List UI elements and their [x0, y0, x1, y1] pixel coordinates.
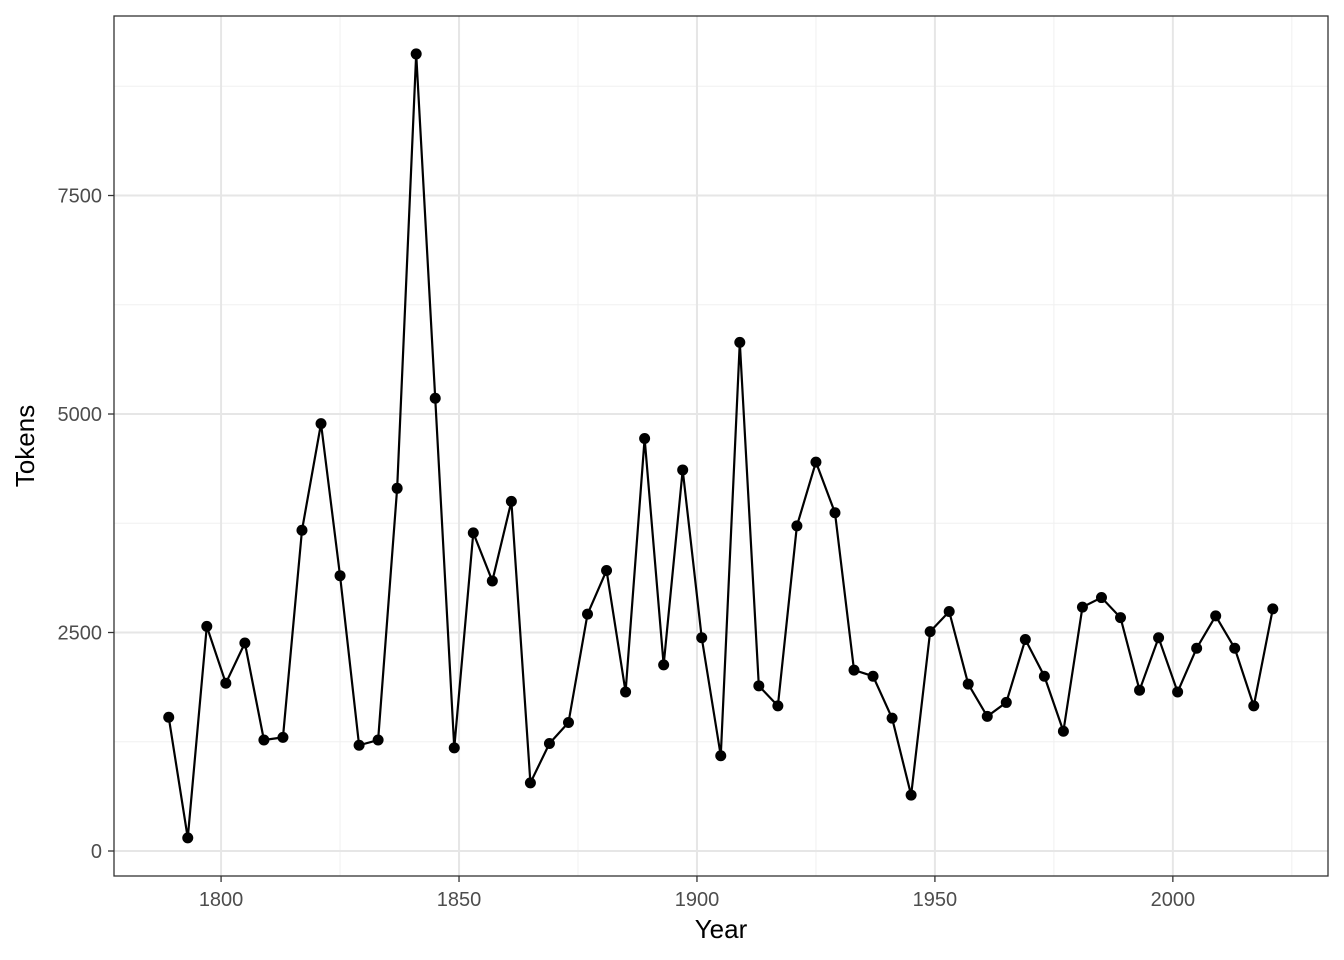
point — [829, 507, 841, 519]
y-tick-label: 7500 — [58, 186, 103, 208]
x-tick-label: 2000 — [1151, 889, 1196, 911]
point — [1076, 601, 1088, 613]
point — [220, 677, 232, 689]
point — [981, 710, 993, 722]
point — [429, 392, 441, 404]
point — [486, 575, 498, 587]
point — [1267, 603, 1279, 615]
point — [810, 456, 822, 468]
point — [1019, 634, 1031, 645]
point — [258, 734, 270, 746]
point — [867, 670, 879, 682]
point — [372, 734, 384, 746]
point — [1248, 700, 1260, 712]
x-tick-label: 1950 — [913, 889, 958, 911]
point — [1057, 725, 1069, 737]
x-tick-label: 1900 — [675, 889, 720, 911]
point — [962, 678, 974, 690]
point — [620, 686, 632, 698]
point — [677, 464, 689, 476]
x-tick-label: 1850 — [437, 889, 482, 911]
point — [905, 789, 917, 801]
point — [791, 520, 803, 532]
point — [334, 570, 346, 582]
x-axis-title: Year — [695, 914, 748, 944]
point — [696, 632, 708, 644]
point — [772, 700, 784, 712]
point — [1210, 610, 1222, 622]
panel-border — [113, 15, 1329, 877]
point — [1038, 670, 1050, 682]
point — [639, 432, 651, 444]
point — [505, 495, 517, 507]
point — [391, 482, 403, 494]
point — [715, 750, 727, 762]
point — [1095, 592, 1107, 604]
point — [296, 524, 308, 536]
x-tick-label: 1800 — [199, 889, 244, 911]
y-tick-label: 5000 — [58, 404, 103, 426]
point — [1153, 632, 1165, 644]
point — [448, 742, 460, 754]
y-tick-label: 0 — [91, 841, 102, 863]
point — [1229, 642, 1241, 654]
point — [1191, 642, 1203, 654]
point — [543, 738, 555, 750]
y-axis-title: Tokens — [10, 405, 40, 487]
point — [734, 336, 746, 348]
plot — [163, 48, 1279, 844]
point — [582, 608, 594, 620]
point — [886, 712, 898, 724]
point — [467, 527, 479, 539]
point — [277, 731, 289, 743]
point — [1000, 696, 1012, 708]
point — [848, 664, 860, 676]
point — [239, 637, 251, 649]
point — [601, 564, 613, 576]
point — [924, 626, 936, 638]
point — [562, 717, 574, 729]
point — [182, 832, 194, 844]
point — [1115, 612, 1127, 624]
y-tick-label: 2500 — [58, 623, 103, 645]
point — [753, 680, 765, 692]
point — [201, 620, 213, 632]
point — [524, 777, 536, 789]
grid — [114, 16, 1328, 876]
point — [410, 48, 422, 60]
point — [1172, 686, 1184, 698]
point — [163, 711, 175, 723]
point — [943, 606, 955, 618]
point — [353, 739, 365, 751]
point — [658, 659, 670, 671]
point — [315, 418, 327, 430]
point — [1134, 684, 1146, 696]
